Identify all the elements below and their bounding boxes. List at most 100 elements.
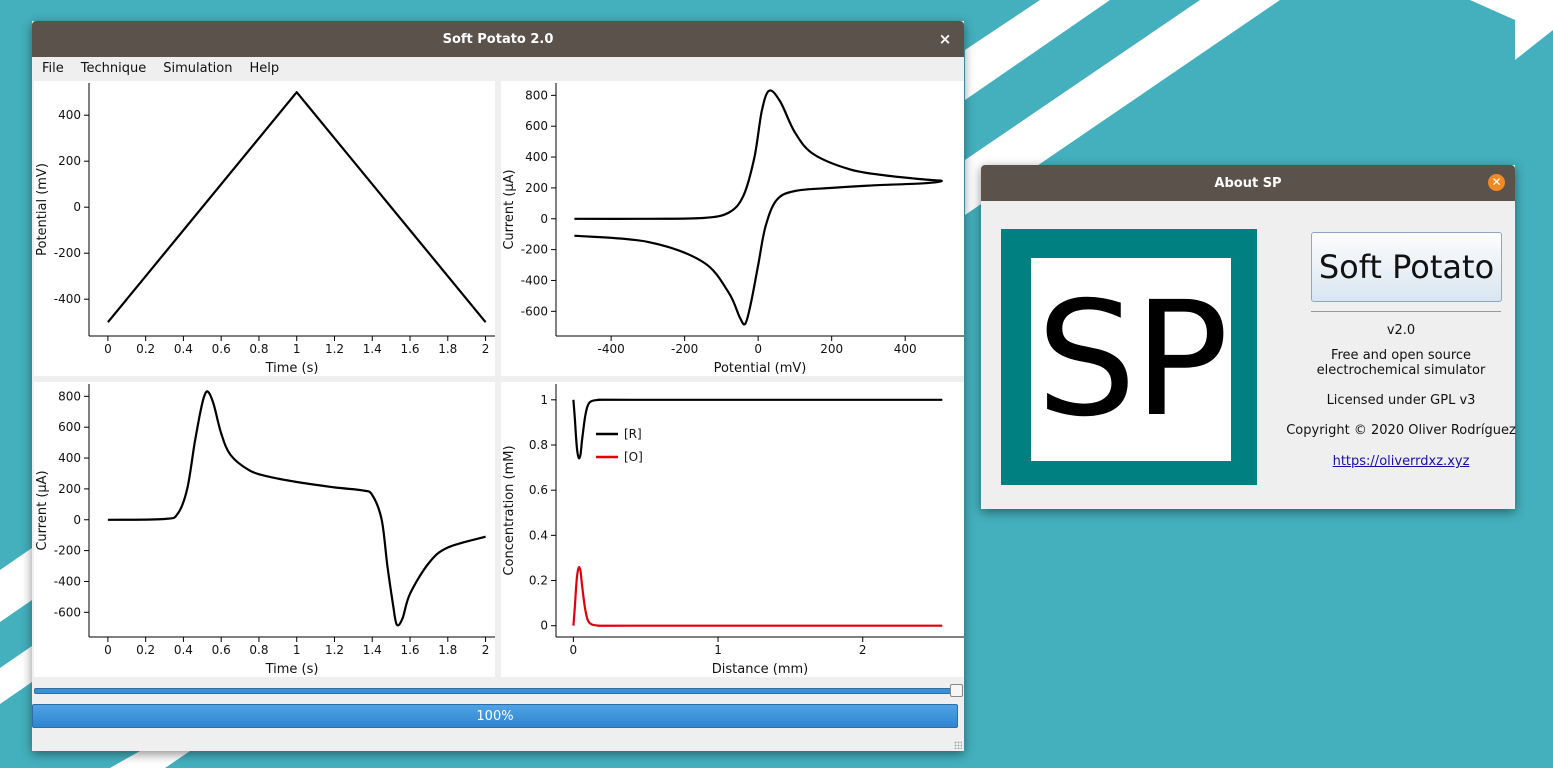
y-tick-label: 400 [58, 451, 81, 465]
y-tick-label: -400 [521, 273, 548, 287]
main-titlebar[interactable]: Soft Potato 2.0 × [32, 21, 964, 57]
y-tick-label: 200 [58, 154, 81, 168]
series-line-0 [574, 89, 943, 326]
about-copyright: Copyright © 2020 Oliver Rodríguez [1286, 423, 1516, 438]
x-tick-label: 1.4 [363, 643, 382, 657]
series-line-0 [572, 398, 943, 460]
x-tick-label: 0 [104, 342, 112, 356]
x-tick-label: 0.8 [249, 643, 268, 657]
x-tick-label: 0 [754, 342, 762, 356]
progress-bar: 100% [32, 704, 958, 728]
concentration-distance-plot: 0 1 2 0 0.2 0.4 0.6 0.8 1 Distance (mm) Concentrat… [501, 382, 964, 677]
y-tick-label: 0 [73, 513, 81, 527]
y-tick-label: 200 [525, 181, 548, 195]
x-tick-label: 1 [714, 643, 722, 657]
series-line-1 [572, 565, 943, 627]
x-axis-label: Time (s) [265, 662, 319, 677]
x-tick-label: 0 [104, 643, 112, 657]
about-description-line1: Free and open source [1330, 348, 1472, 363]
x-tick-label: 0.4 [174, 643, 193, 657]
x-tick-label: -400 [598, 342, 625, 356]
x-tick-label: 0.2 [136, 342, 155, 356]
potential-time-chart: 0 0.2 0.4 0.6 0.8 1 1.2 1.4 1.6 1.8 2 -400 -200 0 200 4… [35, 83, 495, 376]
y-tick-label: 0 [73, 200, 81, 214]
menu-simulation[interactable]: Simulation [163, 61, 233, 76]
about-window: About SP ✕ SP Soft Potato v2.0 Free and … [981, 165, 1516, 509]
concentration-distance-chart: 0 1 2 0 0.2 0.4 0.6 0.8 1 Distance (mm) Concentrat… [502, 384, 964, 677]
y-tick-label: -400 [54, 574, 81, 588]
x-tick-label: 1.4 [363, 342, 382, 356]
main-window-title: Soft Potato 2.0 [442, 31, 554, 47]
series-line-0 [107, 390, 486, 627]
about-window-title: About SP [1214, 175, 1282, 191]
y-tick-label: 0.2 [529, 574, 548, 588]
resize-grip-icon[interactable] [954, 741, 962, 749]
y-axis-label: Current (µA) [502, 169, 517, 249]
x-tick-label: 1.8 [438, 342, 457, 356]
x-axis-label: Potential (mV) [714, 361, 807, 376]
app-logo-text: SP [1036, 267, 1229, 452]
app-name-button[interactable]: Soft Potato [1311, 232, 1502, 302]
potential-time-plot: 0 0.2 0.4 0.6 0.8 1 1.2 1.4 1.6 1.8 2 -400 -200 0 200 4… [34, 81, 495, 376]
x-axis-label: Distance (mm) [712, 662, 808, 677]
x-tick-label: 400 [894, 342, 917, 356]
y-tick-label: -600 [54, 605, 81, 619]
website-link[interactable]: https://oliverrdxz.xyz [1332, 454, 1470, 469]
progress-text: 100% [476, 708, 514, 724]
x-tick-label: 2 [482, 643, 490, 657]
x-tick-label: 1.8 [438, 643, 457, 657]
x-axis-label: Time (s) [265, 361, 319, 376]
menu-file[interactable]: File [42, 61, 64, 76]
y-tick-label: 400 [58, 108, 81, 122]
y-tick-label: -200 [521, 243, 548, 257]
menu-help[interactable]: Help [249, 61, 280, 76]
y-tick-label: -600 [521, 304, 548, 318]
x-tick-label: 0.6 [212, 342, 231, 356]
menu-bar: File Technique Simulation Help [32, 57, 964, 80]
x-tick-label: 1 [293, 342, 301, 356]
y-tick-label: 0.6 [529, 483, 548, 497]
app-logo: SP [1001, 229, 1257, 485]
legend-label: [R] [624, 427, 642, 441]
y-axis-label: Concentration (mM) [502, 445, 517, 575]
y-tick-label: 0 [540, 619, 548, 633]
x-tick-label: 1.2 [325, 643, 344, 657]
y-tick-label: 400 [525, 150, 548, 164]
x-tick-label: 2 [482, 342, 490, 356]
main-window: Soft Potato 2.0 × File Technique Simulat… [32, 21, 964, 751]
x-tick-label: 1.6 [400, 643, 419, 657]
y-tick-label: -400 [54, 292, 81, 306]
app-logo-inner: SP [1031, 258, 1231, 461]
x-tick-label: 0.4 [174, 342, 193, 356]
x-tick-label: 0.8 [249, 342, 268, 356]
y-tick-label: 200 [58, 482, 81, 496]
close-icon[interactable]: × [938, 30, 952, 48]
close-icon[interactable]: ✕ [1488, 174, 1505, 191]
y-tick-label: -200 [54, 246, 81, 260]
current-potential-plot: -400 -200 0 200 400 -600 -400 -200 0 200 400 600 800… [501, 81, 964, 376]
legend-label: [O] [624, 450, 643, 464]
about-license: Licensed under GPL v3 [1326, 393, 1476, 408]
about-titlebar[interactable]: About SP ✕ [981, 165, 1515, 201]
menu-technique[interactable]: Technique [80, 61, 147, 76]
x-tick-label: -200 [671, 342, 698, 356]
x-tick-label: 200 [820, 342, 843, 356]
current-time-plot: 0 0.2 0.4 0.6 0.8 1 1.2 1.4 1.6 1.8 2 -600 -400 -200 0… [34, 382, 495, 677]
y-tick-label: 0.8 [529, 438, 548, 452]
time-slider-handle[interactable] [950, 684, 963, 697]
y-axis-label: Potential (mV) [35, 163, 50, 256]
y-tick-label: 800 [525, 88, 548, 102]
y-axis-label: Current (µA) [35, 470, 50, 550]
x-tick-label: 0.2 [136, 643, 155, 657]
current-potential-chart: -400 -200 0 200 400 -600 -400 -200 0 200 400 600 800… [502, 83, 964, 376]
about-description-line2: electrochemical simulator [1316, 363, 1486, 378]
time-slider-track[interactable] [34, 688, 958, 694]
y-tick-label: 0.4 [529, 528, 548, 542]
current-time-chart: 0 0.2 0.4 0.6 0.8 1 1.2 1.4 1.6 1.8 2 -600 -400 -200 0… [35, 384, 495, 677]
about-link-row: https://oliverrdxz.xyz [1261, 454, 1541, 469]
y-tick-label: 1 [540, 393, 548, 407]
x-tick-label: 1 [293, 643, 301, 657]
about-version: v2.0 [1386, 323, 1416, 338]
about-divider [1311, 311, 1501, 312]
series-line-0 [107, 91, 487, 323]
